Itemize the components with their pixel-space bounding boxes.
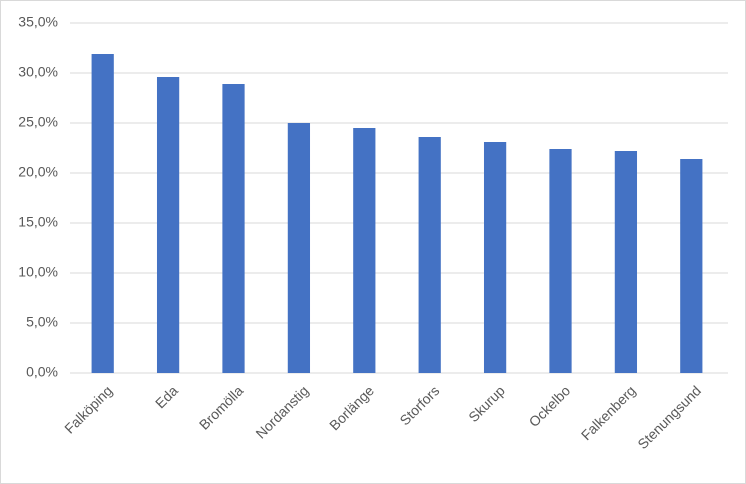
bar [680, 159, 703, 373]
bar [287, 123, 311, 373]
bar [156, 77, 180, 373]
bar [614, 151, 638, 373]
bar [418, 137, 441, 373]
bar [353, 128, 376, 373]
y-tick-label: 15,0% [18, 214, 58, 230]
bar [91, 54, 114, 373]
bar [483, 142, 507, 373]
y-tick-label: 5,0% [26, 314, 58, 330]
y-tick-label: 35,0% [18, 14, 58, 30]
y-tick-label: 25,0% [18, 114, 58, 130]
y-tick-label: 0,0% [26, 364, 58, 380]
bar [222, 84, 245, 373]
y-tick-label: 30,0% [18, 64, 58, 80]
bar [549, 149, 572, 373]
y-tick-label: 10,0% [18, 264, 58, 280]
y-tick-label: 20,0% [18, 164, 58, 180]
